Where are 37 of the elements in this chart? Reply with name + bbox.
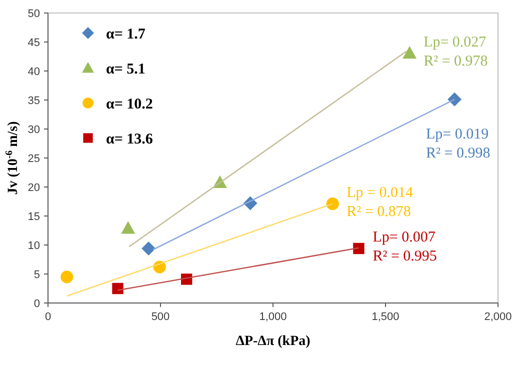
- y-tick-label: 40: [28, 66, 40, 78]
- annotation: R² = 0.878: [346, 204, 411, 220]
- point: [112, 282, 124, 294]
- legend-label: α= 13.6: [106, 131, 154, 148]
- point: [353, 242, 364, 254]
- point: [402, 46, 417, 59]
- y-tick-label: 10: [28, 240, 40, 252]
- x-tick-label: 0: [44, 311, 52, 323]
- y-tick-label: 25: [28, 152, 40, 165]
- annotation: Lp = 0.014: [346, 185, 414, 202]
- point: [142, 241, 156, 256]
- point: [121, 221, 136, 234]
- annotation: Lp= 0.027: [424, 34, 487, 50]
- x-tick-label: 500: [151, 311, 170, 323]
- y-tick-label: 30: [28, 124, 40, 136]
- y-tick-label: 0: [34, 298, 40, 310]
- x-tick-label: 1,000: [259, 311, 287, 323]
- y-tick-label: 20: [28, 182, 40, 194]
- point: [326, 198, 339, 210]
- point: [448, 92, 462, 106]
- annotation: Lp= 0.019: [426, 126, 489, 143]
- annotation: Lp= 0.007: [372, 230, 436, 246]
- point: [60, 270, 74, 284]
- x-tick-label: 2,000: [484, 311, 512, 323]
- y-tick-label: 15: [28, 210, 40, 223]
- x-tick-label: 1,500: [372, 311, 400, 323]
- legend-label: α= 10.2: [106, 96, 153, 112]
- annotation: R² = 0.978: [424, 53, 488, 70]
- x-axis-title: ΔP-Δπ (kPa): [236, 334, 311, 349]
- y-tick-label: 35: [28, 94, 40, 107]
- annotation: R² = 0.998: [426, 146, 490, 162]
- y-tick-label: 50: [28, 8, 40, 20]
- legend-label: α= 5.1: [106, 61, 146, 78]
- y-tick-label: 45: [28, 36, 40, 49]
- y-tick-label: 5: [34, 268, 40, 281]
- legend-label: α= 1.7: [106, 26, 146, 42]
- annotation: R² = 0.995: [372, 248, 437, 265]
